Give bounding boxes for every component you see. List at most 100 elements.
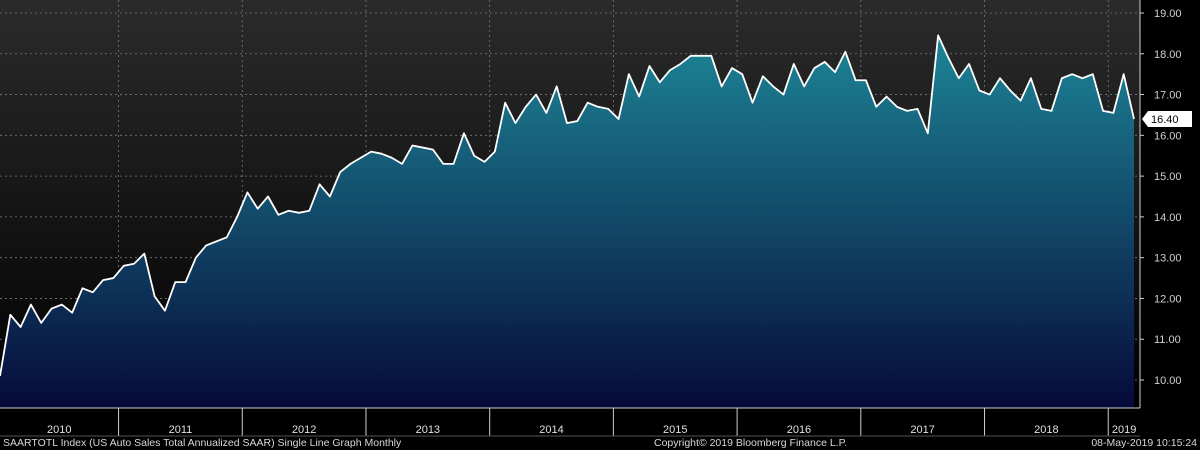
data-point: [638, 95, 640, 97]
data-point: [92, 291, 94, 293]
data-point: [195, 256, 197, 258]
x-tick-label: 2011: [169, 424, 193, 436]
data-point: [30, 303, 32, 305]
data-point: [988, 93, 990, 95]
data-point: [442, 163, 444, 165]
y-tick-label: 13.00: [1154, 253, 1182, 265]
data-point: [762, 75, 764, 77]
data-point: [1133, 118, 1135, 120]
data-point: [535, 93, 537, 95]
y-tick-label: 12.00: [1154, 293, 1182, 305]
data-point: [123, 265, 125, 267]
data-point: [380, 152, 382, 154]
data-point: [308, 210, 310, 212]
data-point: [277, 214, 279, 216]
y-tick-label: 16.00: [1154, 130, 1182, 142]
data-point: [669, 69, 671, 71]
data-point: [999, 77, 1001, 79]
data-point: [349, 163, 351, 165]
data-point: [287, 210, 289, 212]
data-point: [710, 55, 712, 57]
data-point: [1112, 112, 1114, 114]
last-value-marker: 16.40: [1142, 111, 1192, 128]
data-point: [298, 212, 300, 214]
data-point: [916, 108, 918, 110]
data-point: [896, 106, 898, 108]
data-point: [545, 112, 547, 114]
last-value-label: 16.40: [1151, 114, 1179, 126]
data-point: [236, 216, 238, 218]
data-point: [607, 108, 609, 110]
data-point: [1071, 73, 1073, 75]
data-point: [1061, 77, 1063, 79]
data-point: [659, 81, 661, 83]
data-point: [164, 309, 166, 311]
data-point: [432, 148, 434, 150]
data-point: [720, 85, 722, 87]
footer-copyright: Copyright© 2019 Bloomberg Finance L.P.: [654, 437, 847, 449]
data-point: [40, 322, 42, 324]
data-point: [648, 65, 650, 67]
data-point: [700, 55, 702, 57]
x-tick-label: 2016: [787, 424, 811, 436]
data-point: [411, 144, 413, 146]
data-point: [690, 55, 692, 57]
data-point: [205, 244, 207, 246]
data-point: [1092, 73, 1094, 75]
data-point: [1009, 89, 1011, 91]
y-axis: 10.00 11.00 12.00 13.00 14.00 15.00 16.00 17.00…: [1139, 0, 1182, 408]
data-point: [370, 150, 372, 152]
data-point: [968, 63, 970, 65]
data-point: [772, 85, 774, 87]
data-point: [793, 63, 795, 65]
data-point: [803, 85, 805, 87]
data-point: [153, 295, 155, 297]
data-point: [174, 281, 176, 283]
data-point: [61, 303, 63, 305]
data-point: [1040, 108, 1042, 110]
data-point: [360, 157, 362, 159]
data-point: [421, 146, 423, 148]
data-point: [318, 183, 320, 185]
footer-index-description: SAARTOTL Index (US Auto Sales Total Annu…: [3, 437, 402, 449]
data-point: [958, 77, 960, 79]
data-point: [906, 110, 908, 112]
data-point: [865, 79, 867, 81]
data-point: [679, 63, 681, 65]
data-point: [215, 240, 217, 242]
data-point: [555, 85, 557, 87]
data-point: [329, 195, 331, 197]
y-tick-label: 15.00: [1154, 171, 1182, 183]
data-point: [267, 195, 269, 197]
series-area: [0, 35, 1134, 409]
data-point: [452, 163, 454, 165]
data-point: [143, 252, 145, 254]
y-tick-label: 11.00: [1154, 334, 1181, 346]
data-point: [525, 106, 527, 108]
data-point: [504, 102, 506, 104]
data-point: [566, 122, 568, 124]
x-tick-label: 2010: [47, 424, 71, 436]
x-tick-label: 2019: [1112, 424, 1136, 436]
data-point: [401, 163, 403, 165]
data-point: [102, 279, 104, 281]
data-point: [782, 93, 784, 95]
data-point: [71, 312, 73, 314]
data-point: [81, 287, 83, 289]
axis-background: [1140, 0, 1200, 450]
data-point: [339, 171, 341, 173]
y-tick-label: 14.00: [1154, 212, 1182, 224]
y-tick-label: 18.00: [1154, 49, 1182, 61]
data-point: [1122, 73, 1124, 75]
data-point: [494, 150, 496, 152]
x-tick-label: 2015: [663, 424, 687, 436]
data-point: [133, 263, 135, 265]
data-point: [751, 102, 753, 104]
x-tick-label: 2018: [1034, 424, 1058, 436]
data-point: [483, 161, 485, 163]
data-point: [514, 122, 516, 124]
x-tick-label: 2014: [539, 424, 563, 436]
x-tick-label: 2012: [292, 424, 316, 436]
x-tick-label: 2017: [910, 424, 934, 436]
data-point: [628, 73, 630, 75]
